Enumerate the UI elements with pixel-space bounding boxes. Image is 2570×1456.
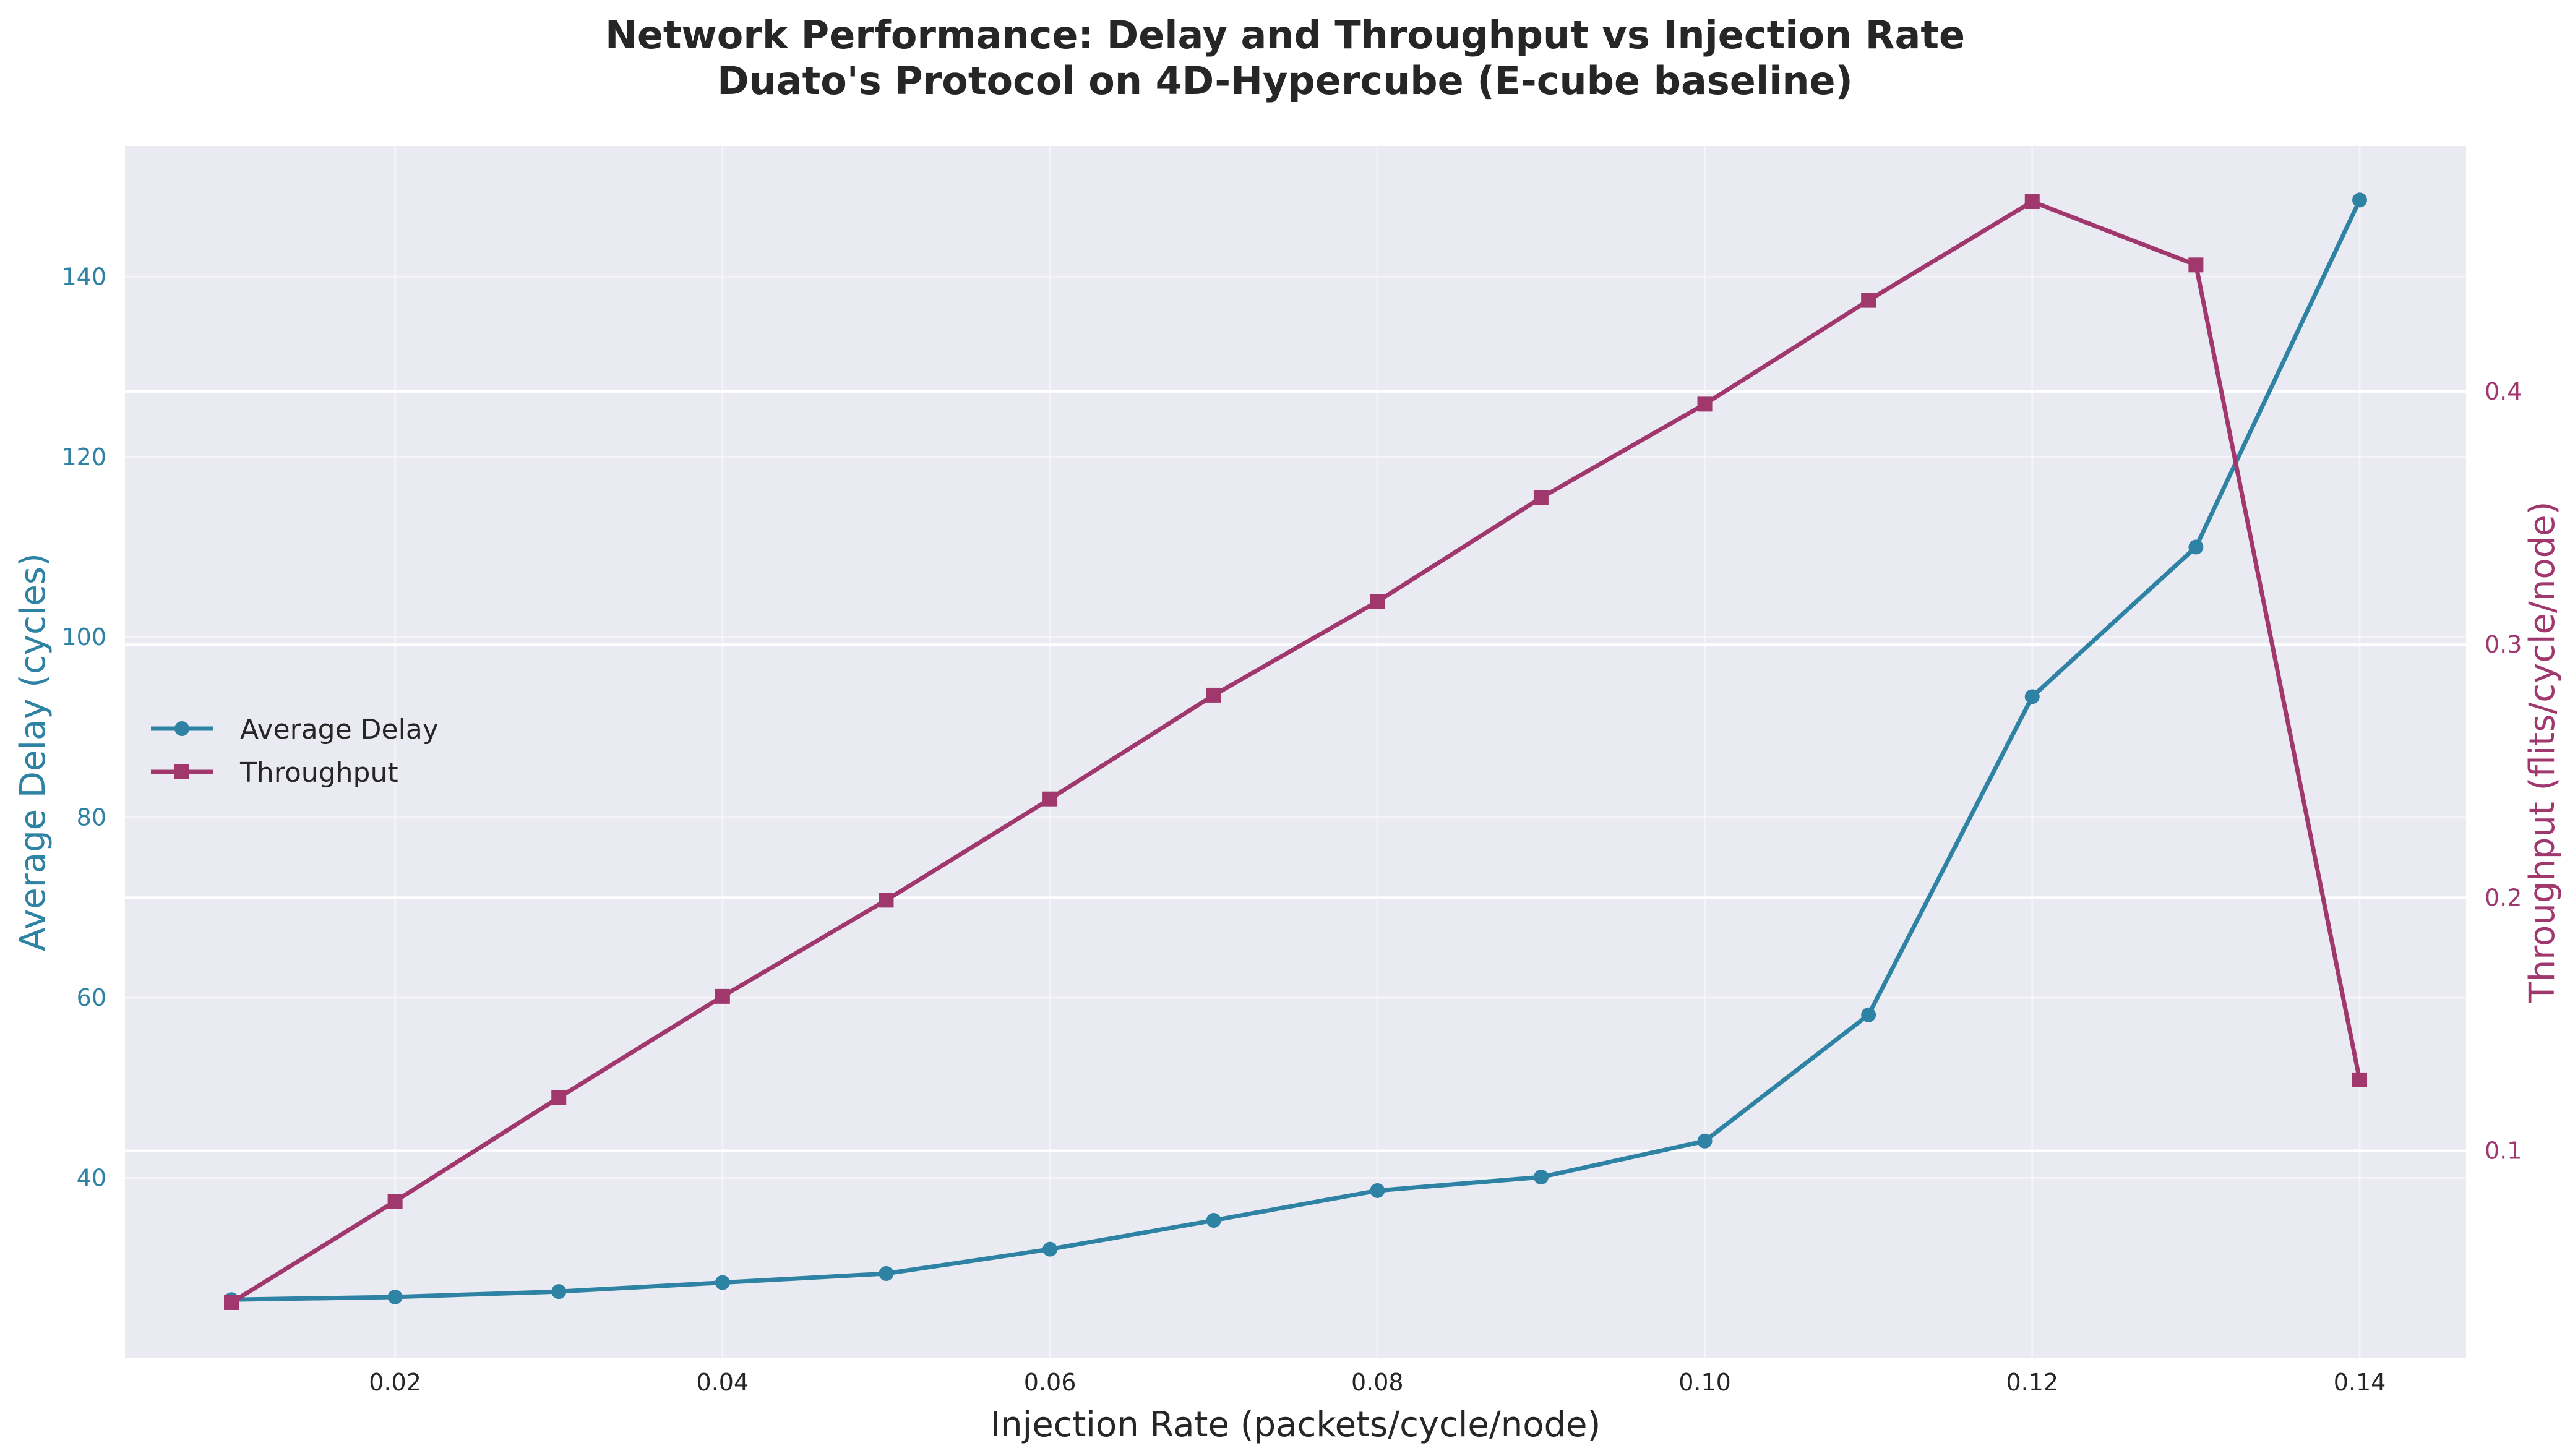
legend-throughput-marker (174, 764, 189, 779)
average-delay-point (1206, 1213, 1221, 1228)
x-tick-label: 0.08 (1351, 1369, 1404, 1396)
average-delay-point (2024, 689, 2040, 704)
right-y-axis-label: Throughput (flits/cycle/node) (2522, 502, 2563, 1004)
legend-throughput-label: Throughput (239, 757, 398, 789)
left-y-tick-label: 80 (77, 804, 106, 831)
right-y-tick-label: 0.3 (2485, 631, 2522, 658)
right-y-tick-label: 0.2 (2485, 884, 2522, 911)
grid-lines (125, 146, 2466, 1358)
average-delay-line (231, 199, 2362, 1302)
right-y-tick-label: 0.1 (2485, 1137, 2522, 1164)
average-delay-point (1042, 1241, 1058, 1257)
throughput-point (1533, 490, 1549, 505)
left-y-tick-label: 40 (77, 1165, 106, 1192)
x-tick-label: 0.14 (2334, 1369, 2386, 1396)
average-delay-point (2352, 192, 2367, 208)
plot-area (125, 146, 2466, 1358)
legend-average-delay-marker (174, 721, 189, 736)
left-y-tick-label: 100 (61, 623, 106, 651)
throughput-line (230, 199, 2362, 1304)
x-tick-label: 0.06 (1024, 1369, 1077, 1396)
left-y-tick-label: 140 (61, 263, 106, 290)
throughput-point (2352, 1072, 2367, 1087)
left-y-tick-label: 60 (77, 984, 106, 1011)
legend-average-delay-label: Average Delay (240, 714, 439, 745)
throughput-point (1861, 293, 1876, 308)
x-axis-label: Injection Rate (packets/cycle/node) (991, 1405, 1601, 1445)
throughput-point (2024, 194, 2040, 210)
average-delay-point (1370, 1183, 1385, 1198)
throughput-point (715, 988, 730, 1004)
x-tick-label: 0.10 (1678, 1369, 1731, 1396)
average-delay-point (715, 1275, 730, 1290)
average-delay-point (2188, 539, 2204, 555)
throughput-point (1042, 791, 1058, 807)
average-delay-point (1861, 1007, 1876, 1022)
x-tick-label: 0.12 (2006, 1369, 2058, 1396)
throughput-point (879, 893, 894, 908)
throughput-point (224, 1295, 239, 1310)
x-tick-label: 0.02 (369, 1369, 421, 1396)
series-layer (224, 192, 2367, 1310)
left-y-axis-label: Average Delay (cycles) (13, 553, 53, 951)
chart-subtitle: Duato's Protocol on 4D-Hypercube (E-cube… (717, 58, 1853, 103)
average-delay-point (1697, 1133, 1713, 1149)
throughput-point (387, 1194, 403, 1209)
average-delay-point (879, 1266, 894, 1282)
throughput-point (1206, 687, 1221, 703)
tick-labels: 0.02 0.04 0.06 0.08 0.10 0.12 0.14 40 60 80 100 120… (61, 263, 2522, 1396)
throughput-point (2188, 257, 2204, 273)
chart-title: Network Performance: Delay and Throughpu… (605, 12, 1965, 58)
x-tick-label: 0.04 (697, 1369, 749, 1396)
left-y-tick-label: 120 (61, 443, 106, 471)
right-y-tick-label: 0.4 (2485, 378, 2522, 405)
throughput-point (1370, 594, 1385, 609)
throughput-point (551, 1090, 567, 1105)
legend: Average Delay Throughput (151, 714, 439, 789)
average-delay-point (551, 1284, 567, 1300)
average-delay-point (1533, 1170, 1549, 1185)
average-delay-point (387, 1289, 403, 1304)
throughput-point (1697, 396, 1713, 412)
